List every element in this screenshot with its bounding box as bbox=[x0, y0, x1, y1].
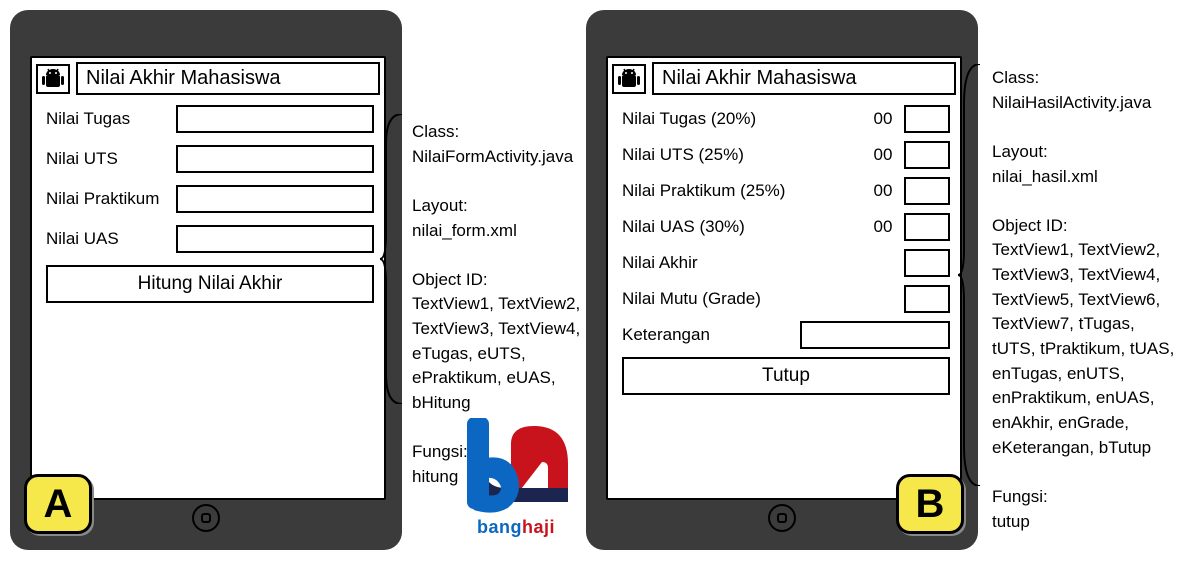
text-input[interactable] bbox=[176, 105, 374, 133]
text-input[interactable] bbox=[904, 177, 950, 205]
text-input[interactable] bbox=[904, 249, 950, 277]
tablet-a: Nilai Akhir Mahasiswa Nilai Tugas Nilai U… bbox=[10, 10, 402, 550]
text-input[interactable] bbox=[176, 145, 374, 173]
text-input[interactable] bbox=[176, 185, 374, 213]
screen-a: Nilai Akhir Mahasiswa Nilai Tugas Nilai U… bbox=[30, 56, 386, 500]
form-row: Keterangan bbox=[622, 321, 950, 349]
field-label: Nilai UAS (30%) bbox=[622, 217, 745, 237]
tablet-b: Nilai Akhir Mahasiswa Nilai Tugas (20%) 0… bbox=[586, 10, 978, 550]
text-input[interactable] bbox=[176, 225, 374, 253]
form-row: Nilai UAS (30%) 00 bbox=[622, 213, 950, 241]
field-value: 00 bbox=[868, 145, 898, 165]
text-input[interactable] bbox=[904, 141, 950, 169]
field-label: Nilai Akhir bbox=[622, 253, 698, 273]
field-label: Nilai Tugas (20%) bbox=[622, 109, 756, 129]
diagram-stage: Nilai Akhir Mahasiswa Nilai Tugas Nilai U… bbox=[10, 10, 1196, 557]
form-row: Nilai UAS bbox=[46, 225, 374, 253]
brace-b bbox=[958, 64, 988, 486]
form-row: Nilai Praktikum (25%) 00 bbox=[622, 177, 950, 205]
hitung-button[interactable]: Hitung Nilai Akhir bbox=[46, 265, 374, 303]
banghaji-logo: banghaji bbox=[456, 418, 576, 538]
form-row: Nilai Mutu (Grade) bbox=[622, 285, 950, 313]
field-label: Nilai UTS (25%) bbox=[622, 145, 744, 165]
logo-text: banghaji bbox=[456, 517, 576, 538]
field-label: Nilai Praktikum (25%) bbox=[622, 181, 785, 201]
field-value: 00 bbox=[868, 217, 898, 237]
field-label: Nilai UTS bbox=[46, 149, 176, 169]
home-button-a[interactable] bbox=[192, 504, 220, 532]
android-icon bbox=[612, 64, 646, 94]
annotation-b: Class: NilaiHasilActivity.java Layout: n… bbox=[992, 66, 1196, 534]
field-label: Nilai UAS bbox=[46, 229, 176, 249]
field-value: 00 bbox=[868, 109, 898, 129]
android-icon bbox=[36, 64, 70, 94]
field-label: Nilai Praktikum bbox=[46, 189, 176, 209]
screen-title-a: Nilai Akhir Mahasiswa bbox=[76, 62, 380, 95]
field-label: Keterangan bbox=[622, 325, 710, 345]
form-row: Nilai Tugas (20%) 00 bbox=[622, 105, 950, 133]
tag-a: A bbox=[24, 474, 92, 534]
brace-a bbox=[380, 114, 410, 404]
screen-b: Nilai Akhir Mahasiswa Nilai Tugas (20%) 0… bbox=[606, 56, 962, 500]
text-input[interactable] bbox=[904, 105, 950, 133]
field-label: Nilai Mutu (Grade) bbox=[622, 289, 761, 309]
field-label: Nilai Tugas bbox=[46, 109, 176, 129]
form-row: Nilai UTS bbox=[46, 145, 374, 173]
field-value: 00 bbox=[868, 181, 898, 201]
form-row: Nilai Akhir bbox=[622, 249, 950, 277]
text-input[interactable] bbox=[800, 321, 950, 349]
text-input[interactable] bbox=[904, 285, 950, 313]
form-a: Nilai Tugas Nilai UTS Nilai Praktikum Nilai… bbox=[32, 99, 384, 303]
screen-title-b: Nilai Akhir Mahasiswa bbox=[652, 62, 956, 95]
tutup-button[interactable]: Tutup bbox=[622, 357, 950, 395]
home-button-b[interactable] bbox=[768, 504, 796, 532]
form-row: Nilai UTS (25%) 00 bbox=[622, 141, 950, 169]
form-row: Nilai Praktikum bbox=[46, 185, 374, 213]
text-input[interactable] bbox=[904, 213, 950, 241]
form-row: Nilai Tugas bbox=[46, 105, 374, 133]
form-b: Nilai Tugas (20%)00Nilai UTS (25%)00Nila… bbox=[608, 99, 960, 395]
tag-b: B bbox=[896, 474, 964, 534]
